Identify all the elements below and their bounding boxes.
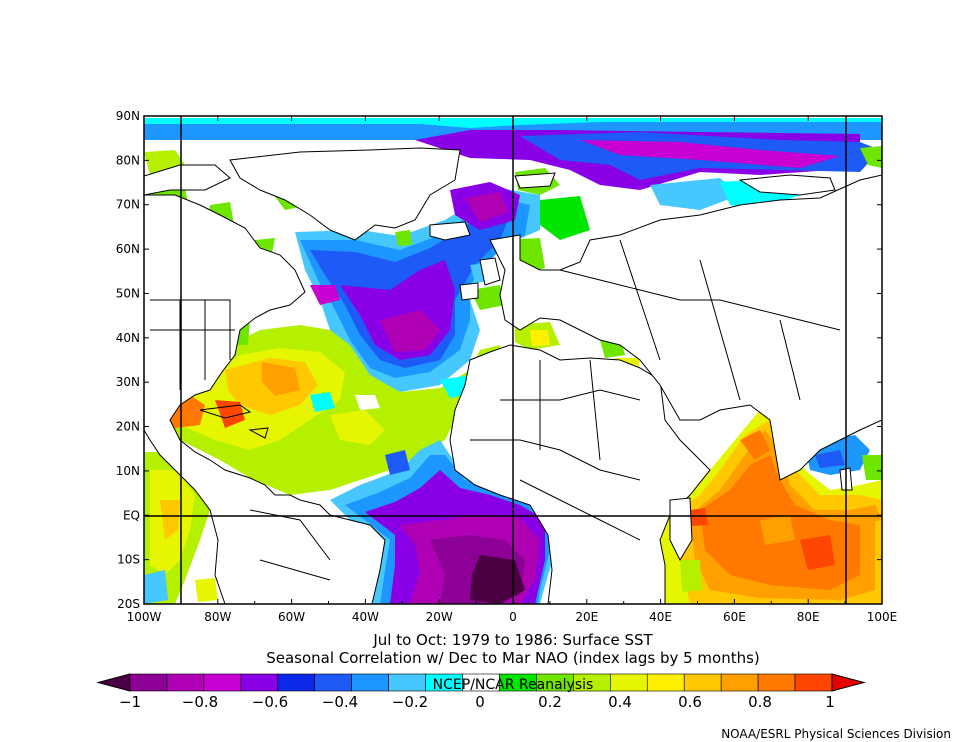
- lat-tick-label: 90N: [116, 109, 140, 123]
- map-plot-area: [144, 116, 882, 604]
- colorbar-swatch: [203, 673, 242, 692]
- colorbar-swatch: [388, 673, 426, 692]
- colorbar-tick-label: −0.4: [322, 693, 358, 711]
- lon-tick-label: 20W: [426, 610, 453, 624]
- colorbar-tick-label: −0.8: [182, 693, 218, 711]
- lat-tick-label: 80N: [116, 153, 140, 167]
- colorbar-swatch: [610, 673, 648, 692]
- colorbar-swatch: [757, 673, 796, 692]
- latitude-axis: 90N 80N 70N 60N 50N 40N 30N 20N 10N EQ 10S 20S: [116, 109, 882, 611]
- lat-tick-label: 70N: [116, 198, 140, 212]
- lon-tick-label: 60W: [278, 610, 305, 624]
- sst-subtropical-band: [144, 320, 640, 495]
- credit-text: NOAA/ESRL Physical Sciences Division: [721, 727, 951, 741]
- political-borders: [150, 239, 841, 581]
- lat-tick-label: 50N: [116, 286, 140, 300]
- colorbar-tick-label: −0.6: [252, 693, 288, 711]
- lon-tick-label: 40E: [649, 610, 672, 624]
- colorbar-swatch: [720, 673, 759, 692]
- colorbar-low-arrow: [96, 673, 131, 692]
- longitude-axis: 100W 80W 60W 40W 20W 0 20E 40E 60E 80E 100E: [127, 116, 898, 624]
- lon-tick-label: 60E: [723, 610, 746, 624]
- lon-tick-label: 40W: [352, 610, 379, 624]
- colorbar-labels: −1 −0.8 −0.6 −0.4 −0.2 0 0.2 0.4 0.6 0.8 1: [119, 693, 835, 711]
- colorbar-swatch: [646, 673, 685, 692]
- lat-tick-label: 10S: [117, 553, 140, 567]
- colorbar-tick-label: 1: [825, 693, 835, 711]
- land-masses: [144, 147, 882, 604]
- lat-tick-label: 20S: [117, 597, 140, 611]
- reference-lines: [144, 116, 882, 604]
- sst-north-atlantic: [295, 182, 540, 392]
- sst-tropical-atlantic: [330, 440, 560, 604]
- lat-tick-label: 10N: [116, 464, 140, 478]
- colorbar-tick-label: 0.8: [748, 693, 772, 711]
- lat-tick-label: 40N: [116, 331, 140, 345]
- colorbar-tick-label: −1: [119, 693, 141, 711]
- lon-tick-label: 20E: [575, 610, 598, 624]
- colorbar-high-arrow: [831, 673, 866, 692]
- colorbar-tick-label: 0: [475, 693, 485, 711]
- lon-tick-label: 100W: [127, 610, 162, 624]
- colorbar-swatch: [166, 673, 205, 692]
- colorbar-overlay-text: NCEP/NCAR Reanalysis: [433, 677, 594, 693]
- colorbar-tick-label: 0.4: [608, 693, 632, 711]
- colorbar-swatch: [683, 673, 722, 692]
- caption-line-1: Jul to Oct: 1979 to 1986: Surface SST: [372, 631, 653, 649]
- colorbar-tick-label: 0.2: [538, 693, 562, 711]
- colorbar: [96, 673, 866, 692]
- lon-tick-label: 80W: [204, 610, 231, 624]
- lat-tick-label: 60N: [116, 242, 140, 256]
- colorbar-swatch: [240, 673, 279, 692]
- colorbar-swatch: [277, 673, 316, 692]
- colorbar-swatch: [314, 673, 352, 692]
- lat-tick-label: 20N: [116, 420, 140, 434]
- sst-indian-ocean: [660, 410, 882, 604]
- lat-tick-label: 30N: [116, 375, 140, 389]
- colorbar-swatch: [129, 673, 168, 692]
- lon-tick-label: 80E: [797, 610, 820, 624]
- colorbar-tick-label: 0.6: [678, 693, 702, 711]
- colorbar-swatch: [794, 673, 833, 692]
- caption-line-2: Seasonal Correlation w/ Dec to Mar NAO (…: [266, 649, 760, 667]
- colorbar-tick-label: −0.2: [392, 693, 428, 711]
- lat-tick-label: EQ: [123, 508, 140, 522]
- lon-tick-label: 100E: [867, 610, 898, 624]
- lon-tick-label: 0: [509, 610, 517, 624]
- colorbar-swatch: [351, 673, 389, 692]
